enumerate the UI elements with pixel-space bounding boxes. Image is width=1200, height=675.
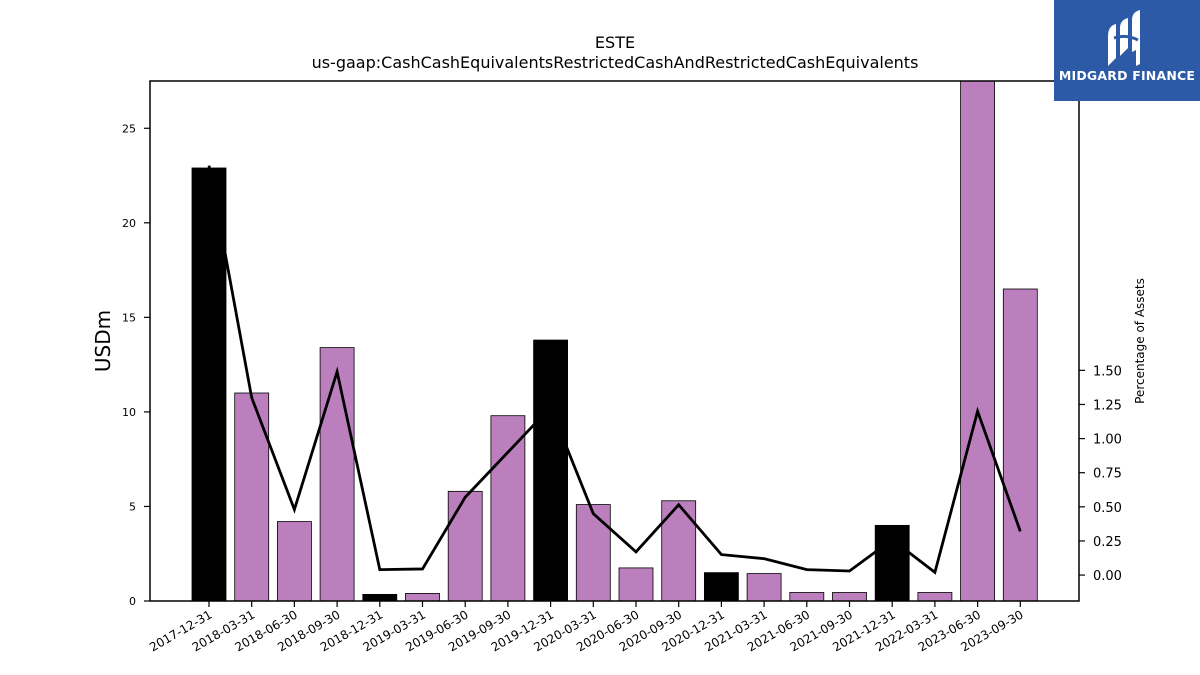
y-tick-label: 10 xyxy=(122,406,136,419)
line-layer xyxy=(207,165,1022,575)
bar xyxy=(362,593,398,602)
bar xyxy=(234,392,270,602)
y2-tick-label: 0.75 xyxy=(1093,467,1122,482)
y2-tick-label: 1.50 xyxy=(1093,364,1122,379)
y-tick-label: 5 xyxy=(129,500,136,513)
y-tick-label: 15 xyxy=(122,311,136,324)
y2-tick-label: 1.25 xyxy=(1093,398,1122,413)
midgard-logo-icon xyxy=(1108,10,1140,66)
bar xyxy=(704,572,739,602)
bar xyxy=(874,524,910,602)
bar xyxy=(533,339,568,602)
y-tick-label: 20 xyxy=(122,217,136,230)
bar xyxy=(917,592,953,602)
bar xyxy=(960,80,995,602)
plot-frame xyxy=(149,80,1080,602)
logo-text: MIDGARD FINANCE xyxy=(1058,68,1196,83)
bar xyxy=(490,415,526,602)
y2-axis-label: Percentage of Assets xyxy=(1133,278,1147,404)
y2-tick-label: 0.50 xyxy=(1093,501,1122,516)
y2-tick-label: 1.00 xyxy=(1093,433,1122,448)
y-axis-label: USDm xyxy=(91,310,115,372)
bars-layer xyxy=(191,80,1038,602)
y2-tick-label: 0.00 xyxy=(1093,569,1122,584)
bar xyxy=(447,490,483,602)
chart-subtitle: us-gaap:CashCashEquivalentsRestrictedCas… xyxy=(312,53,919,72)
bar xyxy=(789,592,825,602)
bar xyxy=(575,504,611,602)
midgard-finance-logo: MIDGARD FINANCE xyxy=(1054,0,1200,101)
chart-title: ESTE xyxy=(595,33,635,52)
bar xyxy=(191,167,227,602)
line-series xyxy=(207,165,1022,575)
bar xyxy=(618,567,654,602)
bar xyxy=(746,573,782,602)
y-tick-label: 0 xyxy=(129,595,136,608)
y-tick-label: 25 xyxy=(122,122,136,135)
bar xyxy=(405,593,440,602)
bar xyxy=(1002,288,1038,602)
bar xyxy=(832,592,867,602)
bar xyxy=(319,347,355,602)
bar xyxy=(276,521,312,602)
bar xyxy=(661,500,697,602)
y2-tick-label: 0.25 xyxy=(1093,535,1122,550)
